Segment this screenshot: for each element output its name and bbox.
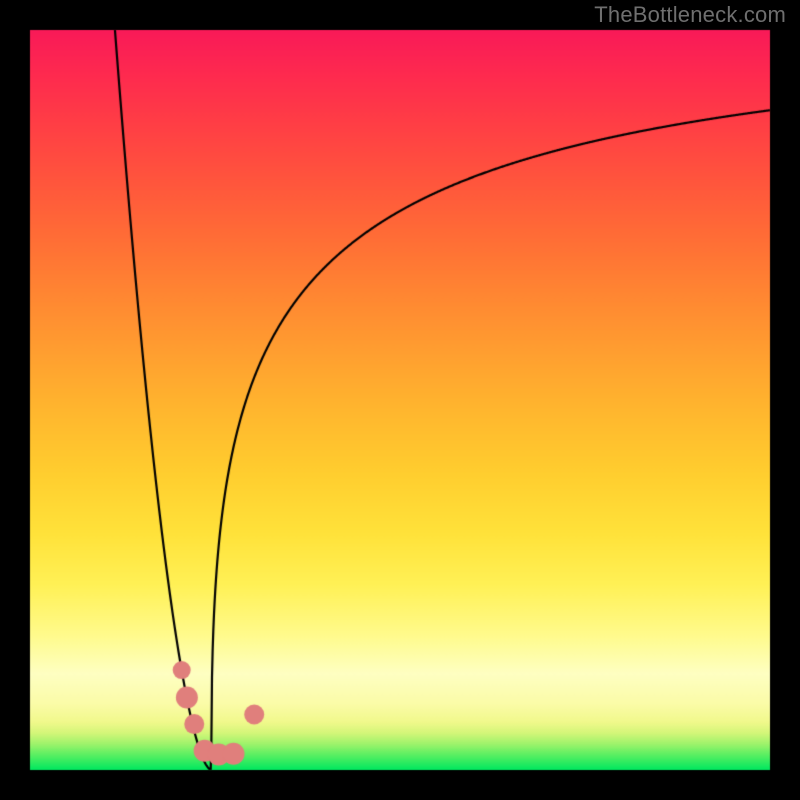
chart-container: TheBottleneck.com <box>0 0 800 800</box>
data-markers <box>0 0 800 800</box>
